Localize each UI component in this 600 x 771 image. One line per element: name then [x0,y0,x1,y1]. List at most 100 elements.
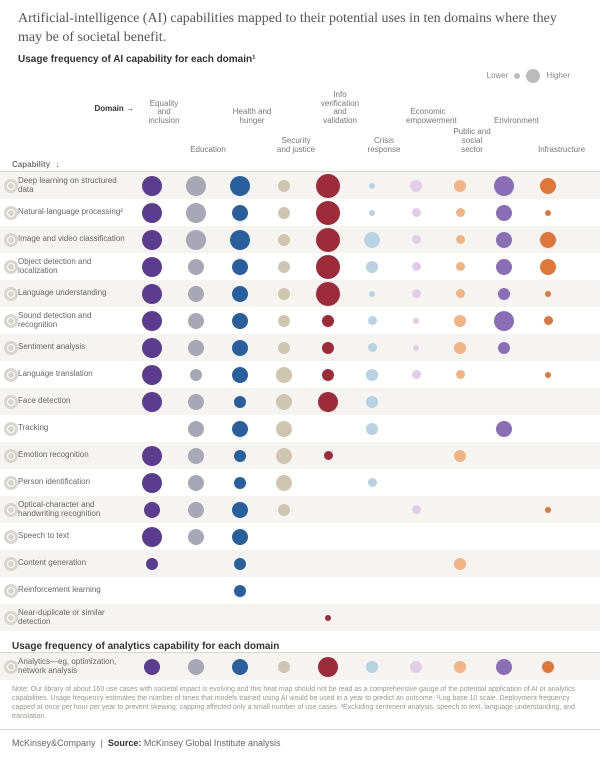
bubble [232,659,248,675]
bubble [276,394,292,410]
bubble [316,282,340,306]
bubble [186,203,206,223]
bubble [276,448,292,464]
bubble [456,289,465,298]
table-row: Sentiment analysis [0,334,600,361]
bubble-cell [482,388,526,415]
bubble [545,291,551,297]
bubble [234,558,246,570]
bubble-cell [130,226,174,253]
bubble [322,369,334,381]
bubble [366,423,378,435]
bubble [188,313,204,329]
bubble-cell [526,550,570,577]
bubble [142,527,162,547]
bubble-cell [482,226,526,253]
capability-icon [4,530,18,544]
bubble-cell [350,550,394,577]
bubble [316,255,340,279]
bubble [186,176,206,196]
capability-icon [4,260,18,274]
bubble [142,230,162,250]
bubble [413,318,419,324]
bubble [494,311,514,331]
capability-icon [4,341,18,355]
domain-col-9: Infrastructure [538,146,582,157]
bubble-cell [482,653,526,680]
domain-col-7: Public and social sector [450,128,494,156]
bubble [366,396,378,408]
capability-label: Language understanding [18,289,130,298]
bubble-cell [526,226,570,253]
domain-axis-label: Domain → [12,105,142,114]
bubble [369,291,375,297]
bubble-cell [306,496,350,523]
bubble [276,367,292,383]
capability-label: Face detection [18,397,130,406]
bubble-cell [350,604,394,631]
bubble [369,210,375,216]
bubble [369,183,375,189]
bubble-cell [262,469,306,496]
bubble-cell [350,496,394,523]
domain-col-5: Crisis response [362,137,406,157]
bubble-cell [174,253,218,280]
bubble [410,661,422,673]
bubble [496,659,512,675]
bubble-cell [218,226,262,253]
bubble [188,502,204,518]
bubble-cell [174,199,218,226]
bubble [496,205,512,221]
bubble [232,502,248,518]
bubble [278,315,290,327]
bubble [545,372,551,378]
domain-col-3: Security and justice [274,137,318,157]
capability-label: Sound detection and recognition [18,312,130,330]
bubble-cell [174,388,218,415]
bubble-cell [350,653,394,680]
size-legend: Lower Higher [0,65,600,85]
bubble [412,262,421,271]
bubble-cell [438,442,482,469]
bubble [454,342,466,354]
bubble [146,558,158,570]
bubble-cell [262,415,306,442]
bubble-cell [438,280,482,307]
bubble [234,477,246,489]
bubble [230,176,250,196]
capability-icon [4,287,18,301]
bubble-cell [174,415,218,442]
bubble-cell [526,388,570,415]
bubble-cell [350,442,394,469]
bubble [186,230,206,250]
bubble [316,201,340,225]
bubble [188,421,204,437]
capability-icon [4,395,18,409]
bubble-cell [526,523,570,550]
bubble [142,203,162,223]
bubble-cell [218,442,262,469]
bubble [276,475,292,491]
domain-col-2: Health and hunger [230,108,274,128]
bubble-cell [262,253,306,280]
capability-icon [4,368,18,382]
bubble-cell [526,253,570,280]
bubble-cell [438,577,482,604]
bubble-cell [438,361,482,388]
bubble-cell [482,280,526,307]
bubble-cell [526,199,570,226]
table-row: Emotion recognition [0,442,600,469]
footer-source-label: Source: [108,738,142,748]
bubble-cell [130,577,174,604]
bubble-cell [350,469,394,496]
capability-label: Reinforcement learning [18,586,130,595]
bubble [454,450,466,462]
arrow-down-icon: ↓ [55,160,59,169]
bubble-cell [526,334,570,361]
bubble-cell [526,604,570,631]
bubble-cell [174,469,218,496]
bubble [188,394,204,410]
bubble [234,585,246,597]
bubble-cell [218,653,262,680]
bubble-cell [482,253,526,280]
